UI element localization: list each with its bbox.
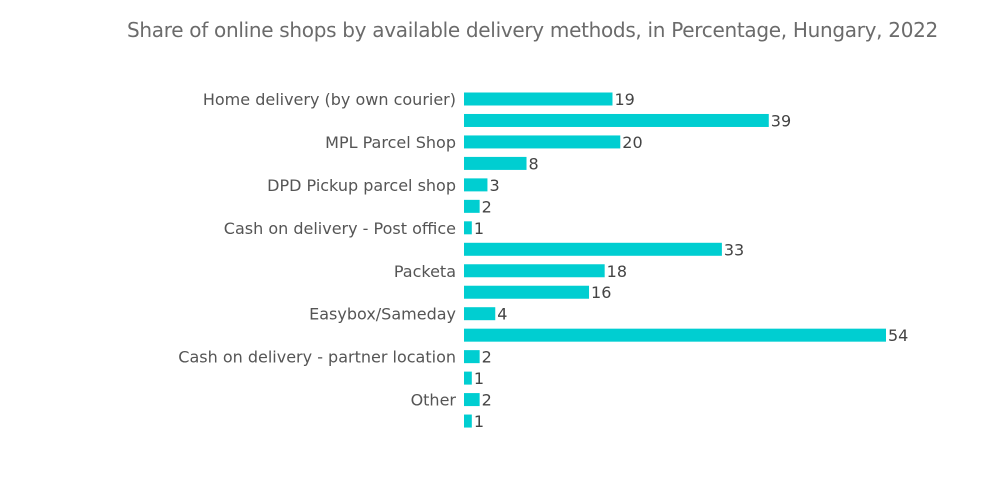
data-label: 2 — [482, 391, 492, 410]
bar — [464, 414, 472, 428]
data-label: 2 — [482, 348, 492, 367]
data-label: 18 — [607, 262, 627, 281]
category-label: Cash on delivery - Post office — [224, 219, 456, 238]
data-label: 3 — [489, 176, 499, 195]
bar — [464, 393, 480, 407]
bar — [464, 135, 621, 149]
data-label: 39 — [771, 111, 791, 130]
data-label: 54 — [888, 326, 908, 345]
bar — [464, 156, 527, 170]
category-label: Other — [411, 391, 457, 410]
bar — [464, 242, 722, 256]
category-label: Cash on delivery - partner location — [178, 348, 456, 367]
bar — [464, 113, 769, 127]
bar — [464, 350, 480, 364]
data-label: 33 — [724, 240, 744, 259]
bar — [464, 371, 472, 385]
bar — [464, 264, 605, 278]
category-label: MPL Parcel Shop — [325, 133, 456, 152]
bar — [464, 285, 590, 299]
data-label: 1 — [474, 412, 484, 431]
data-label: 1 — [474, 219, 484, 238]
data-label: 1 — [474, 369, 484, 388]
bar — [464, 92, 613, 106]
chart-title: Share of online shops by available deliv… — [127, 18, 938, 42]
data-label: 19 — [614, 90, 634, 109]
category-label: Home delivery (by own courier) — [203, 90, 456, 109]
data-label: 8 — [529, 154, 539, 173]
category-label: Packeta — [394, 262, 456, 281]
data-label: 2 — [482, 197, 492, 216]
bar — [464, 307, 496, 321]
data-label: 4 — [497, 305, 507, 324]
data-label: 16 — [591, 283, 611, 302]
bar — [464, 199, 480, 213]
bar — [464, 221, 472, 235]
bar — [464, 178, 488, 192]
bar — [464, 328, 886, 342]
category-label: Easybox/Sameday — [309, 305, 456, 324]
category-label: DPD Pickup parcel shop — [267, 176, 456, 195]
data-label: 20 — [622, 133, 642, 152]
